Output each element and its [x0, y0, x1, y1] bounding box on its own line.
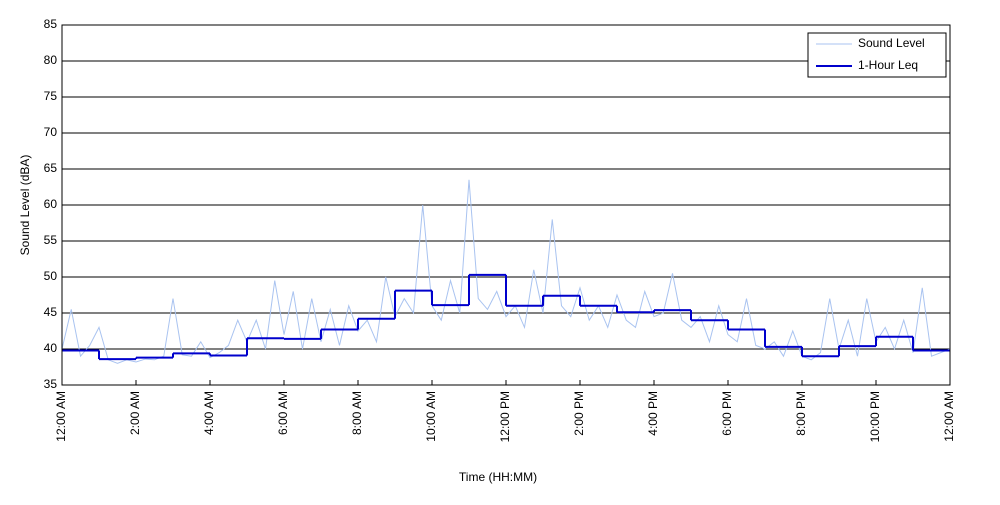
x-tick-label: 10:00 AM [424, 391, 438, 442]
x-tick-label: 4:00 AM [202, 391, 216, 435]
y-tick-label: 60 [44, 197, 58, 211]
y-tick-label: 55 [44, 233, 58, 247]
x-tick-label: 6:00 AM [276, 391, 290, 435]
x-tick-label: 2:00 PM [572, 391, 586, 436]
y-tick-label: 70 [44, 125, 58, 139]
legend-box [807, 32, 947, 78]
y-tick-label: 65 [44, 161, 58, 175]
y-tick-label: 50 [44, 269, 58, 283]
legend-label: Sound Level [858, 36, 925, 50]
x-tick-label: 12:00 PM [498, 391, 512, 442]
y-tick-label: 45 [44, 305, 58, 319]
y-tick-label: 35 [44, 377, 58, 391]
y-axis-label: Sound Level (dBA) [18, 155, 32, 256]
x-axis-label: Time (HH:MM) [459, 470, 537, 484]
x-tick-label: 12:00 AM [942, 391, 956, 442]
x-tick-label: 6:00 PM [720, 391, 734, 436]
x-tick-label: 2:00 AM [128, 391, 142, 435]
y-tick-label: 80 [44, 53, 58, 67]
x-tick-label: 4:00 PM [646, 391, 660, 436]
plot-frame [61, 24, 951, 386]
legend-label: 1-Hour Leq [858, 58, 918, 72]
x-tick-label: 12:00 AM [54, 391, 68, 442]
y-tick-label: 75 [44, 89, 58, 103]
x-tick-label: 8:00 AM [350, 391, 364, 435]
y-tick-label: 40 [44, 341, 58, 355]
x-tick-label: 8:00 PM [794, 391, 808, 436]
x-tick-label: 10:00 PM [868, 391, 882, 442]
y-tick-label: 85 [44, 17, 58, 31]
